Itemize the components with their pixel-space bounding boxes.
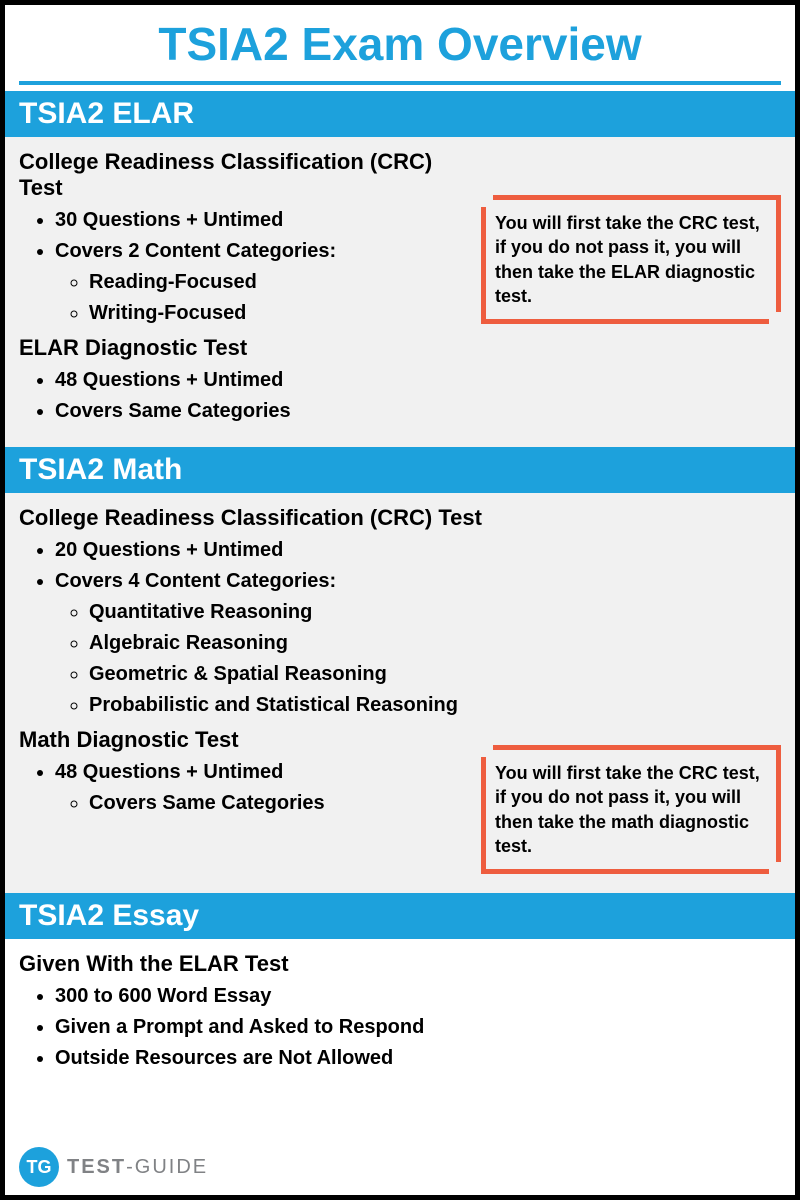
title-underline xyxy=(19,81,781,85)
list-item-label: Covers 4 Content Categories: xyxy=(55,570,336,592)
list-item-label: 48 Questions + Untimed xyxy=(55,761,283,783)
list-item: 48 Questions + Untimed Covers Same Categ… xyxy=(55,757,539,819)
elar-crc-heading: College Readiness Classification (CRC) T… xyxy=(19,149,469,201)
elar-callout: You will first take the CRC test, if you… xyxy=(481,195,781,324)
essay-list: 300 to 600 Word Essay Given a Prompt and… xyxy=(19,981,781,1074)
elar-diag-list: 48 Questions + Untimed Covers Same Categ… xyxy=(19,365,469,427)
math-diag-list: 48 Questions + Untimed Covers Same Categ… xyxy=(19,757,539,819)
logo-text: TG xyxy=(27,1157,52,1178)
list-item-label: Covers 2 Content Categories: xyxy=(55,240,336,262)
list-item: Writing-Focused xyxy=(89,298,469,329)
section-body-elar: College Readiness Classification (CRC) T… xyxy=(5,137,795,447)
math-crc-list: 20 Questions + Untimed Covers 4 Content … xyxy=(19,535,539,721)
brand-bold: TEST xyxy=(67,1156,126,1178)
section-body-math: College Readiness Classification (CRC) T… xyxy=(5,493,795,893)
infographic-frame: TSIA2 Exam Overview TSIA2 ELAR College R… xyxy=(0,0,800,1200)
list-item: Quantitative Reasoning xyxy=(89,597,539,628)
list-item: Probabilistic and Statistical Reasoning xyxy=(89,690,539,721)
math-crc-heading: College Readiness Classification (CRC) T… xyxy=(19,505,539,531)
elar-crc-list: 30 Questions + Untimed Covers 2 Content … xyxy=(19,205,469,329)
brand-light: -GUIDE xyxy=(126,1156,208,1178)
elar-diag-heading: ELAR Diagnostic Test xyxy=(19,335,469,361)
callout-text: You will first take the CRC test, if you… xyxy=(495,213,760,306)
essay-heading: Given With the ELAR Test xyxy=(19,951,781,977)
section-header-elar: TSIA2 ELAR xyxy=(5,91,795,137)
section-header-essay: TSIA2 Essay xyxy=(5,893,795,939)
list-item: Geometric & Spatial Reasoning xyxy=(89,659,539,690)
list-item: 300 to 600 Word Essay xyxy=(55,981,781,1012)
logo-icon: TG xyxy=(19,1147,59,1187)
list-item: Reading-Focused xyxy=(89,267,469,298)
list-item: Given a Prompt and Asked to Respond xyxy=(55,1012,781,1043)
elar-crc-sublist: Reading-Focused Writing-Focused xyxy=(55,267,469,329)
callout-text: You will first take the CRC test, if you… xyxy=(495,763,760,856)
math-diag-sublist: Covers Same Categories xyxy=(55,788,539,819)
math-callout: You will first take the CRC test, if you… xyxy=(481,745,781,874)
list-item: Outside Resources are Not Allowed xyxy=(55,1043,781,1074)
list-item: 20 Questions + Untimed xyxy=(55,535,539,566)
list-item: 48 Questions + Untimed xyxy=(55,365,469,396)
list-item: Covers 2 Content Categories: Reading-Foc… xyxy=(55,236,469,329)
list-item: Algebraic Reasoning xyxy=(89,628,539,659)
list-item: Covers Same Categories xyxy=(55,396,469,427)
math-diag-heading: Math Diagnostic Test xyxy=(19,727,539,753)
list-item: Covers 4 Content Categories: Quantitativ… xyxy=(55,566,539,721)
section-header-math: TSIA2 Math xyxy=(5,447,795,493)
page-title: TSIA2 Exam Overview xyxy=(5,5,795,81)
section-body-essay: Given With the ELAR Test 300 to 600 Word… xyxy=(5,939,795,1084)
footer-brand: TEST-GUIDE xyxy=(67,1156,208,1179)
math-crc-sublist: Quantitative Reasoning Algebraic Reasoni… xyxy=(55,597,539,721)
footer: TG TEST-GUIDE xyxy=(5,1141,795,1195)
list-item: Covers Same Categories xyxy=(89,788,539,819)
list-item: 30 Questions + Untimed xyxy=(55,205,469,236)
